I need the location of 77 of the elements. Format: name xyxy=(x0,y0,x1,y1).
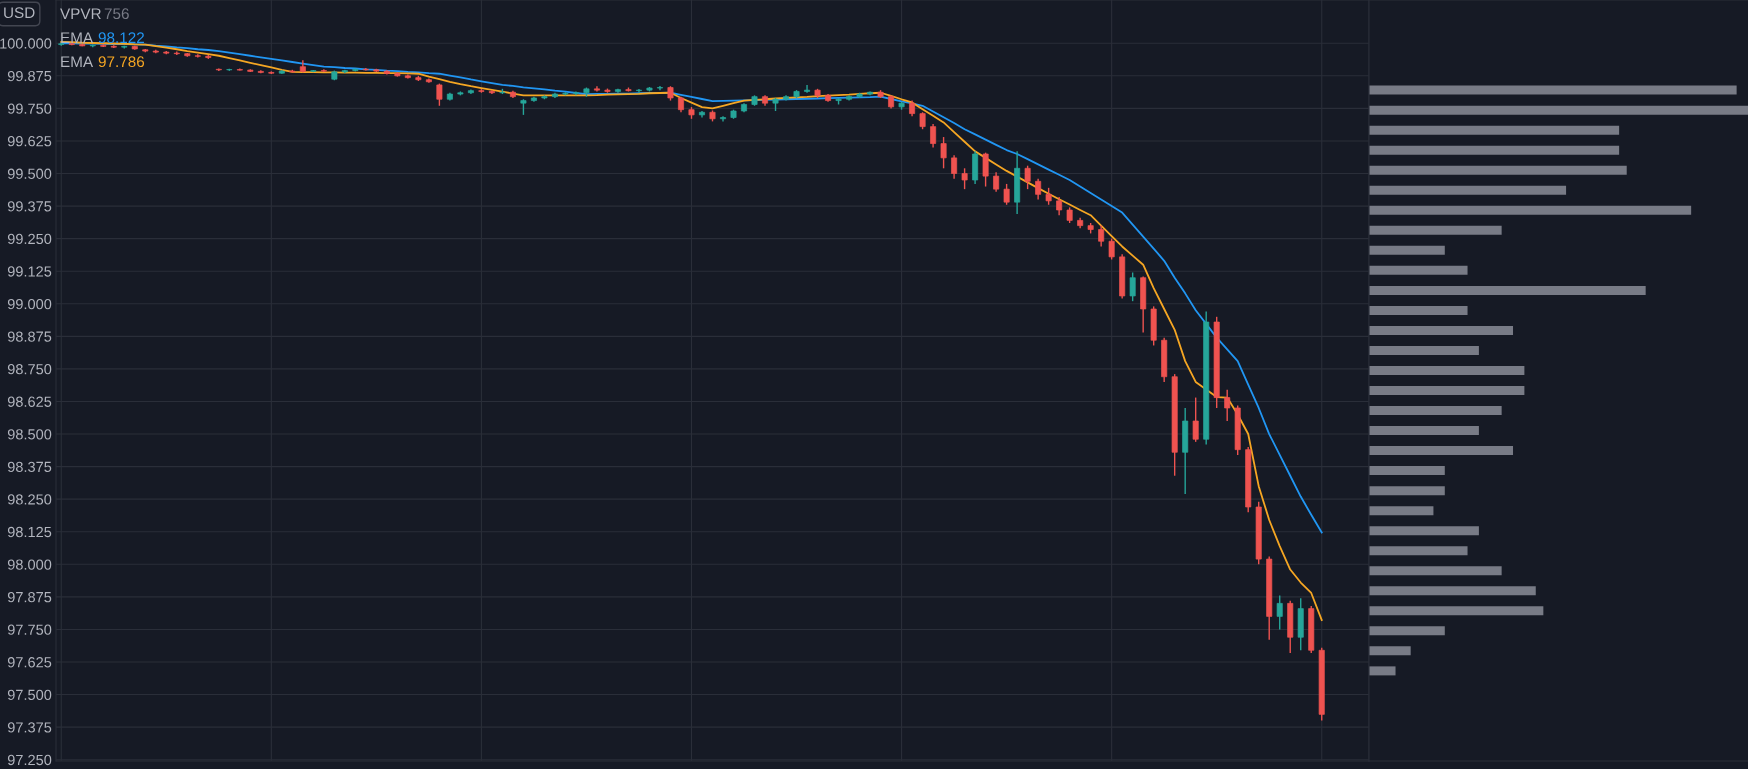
candlestick xyxy=(1276,594,1283,631)
candlestick xyxy=(930,123,937,149)
bar xyxy=(1369,105,1748,115)
text: USD xyxy=(4,7,35,19)
y-tick-label: 99.375 xyxy=(7,201,52,212)
y-tick-label: 98.750 xyxy=(7,364,52,375)
bar xyxy=(1369,566,1502,576)
bar xyxy=(1369,125,1620,135)
bar xyxy=(1369,546,1468,556)
candlestick xyxy=(1098,224,1105,248)
candlestick xyxy=(1035,178,1042,201)
y-tick-label: 99.000 xyxy=(7,298,52,310)
line-series xyxy=(60,41,1323,621)
y-tick-label: 98.000 xyxy=(7,559,52,570)
candlestick xyxy=(1024,165,1031,190)
series-label: EMA xyxy=(61,56,94,67)
candlestick xyxy=(1003,183,1010,206)
annotation: 97.786 xyxy=(98,56,145,68)
bar xyxy=(1369,466,1445,476)
bar xyxy=(1369,586,1536,596)
bar xyxy=(1369,185,1567,195)
bar xyxy=(1369,305,1468,315)
y-tick-label: 97.750 xyxy=(7,624,52,635)
candlestick xyxy=(940,136,947,169)
bar xyxy=(1369,345,1479,355)
y-tick-label: 97.625 xyxy=(7,657,52,668)
y-tick-label: 100.000 xyxy=(0,38,52,49)
candlestick xyxy=(993,171,1000,193)
bar xyxy=(1369,606,1544,616)
candlestick xyxy=(1129,271,1136,302)
y-tick-label: 98.875 xyxy=(7,331,52,342)
bar xyxy=(1369,285,1646,295)
y-tick-label: 97.375 xyxy=(7,722,52,733)
annotation: 98.122 xyxy=(98,32,144,44)
bar xyxy=(1369,225,1502,235)
candlestick xyxy=(1108,237,1115,261)
y-tick-label: 97.250 xyxy=(7,754,52,766)
bar xyxy=(1369,265,1468,275)
y-tick-label: 99.625 xyxy=(7,136,52,147)
y-tick-label: 98.500 xyxy=(7,429,52,440)
bar xyxy=(1369,406,1502,416)
y-tick-label: 99.500 xyxy=(7,168,52,179)
bar xyxy=(1369,646,1411,656)
bar xyxy=(1369,386,1525,396)
bar xyxy=(1369,446,1514,456)
annotation: VPVR 756 xyxy=(60,8,129,20)
bar xyxy=(1369,165,1627,175)
series-label: EMA xyxy=(61,32,94,43)
candlestick xyxy=(961,167,968,190)
bar xyxy=(1369,325,1514,335)
candlestick xyxy=(1056,196,1063,216)
bar xyxy=(1369,666,1396,676)
y-tick-label: 99.125 xyxy=(7,266,52,277)
bar xyxy=(1369,365,1525,375)
y-tick-label: 98.375 xyxy=(7,461,52,473)
y-tick-label: 99.750 xyxy=(7,103,52,114)
bar xyxy=(1369,426,1479,436)
bar xyxy=(1369,526,1479,536)
candlestick xyxy=(951,154,958,180)
y-tick-label: 98.250 xyxy=(7,494,52,505)
y-tick-label: 98.625 xyxy=(7,396,52,407)
candlestick xyxy=(982,151,989,188)
candlestick xyxy=(1192,396,1199,443)
y-tick-label: 99.250 xyxy=(7,233,52,245)
bar xyxy=(1369,205,1692,215)
bar xyxy=(1369,486,1445,496)
y-tick-label: 97.500 xyxy=(7,689,52,700)
candlestick xyxy=(1224,389,1231,422)
y-tick-label: 98.125 xyxy=(7,526,52,538)
candlestick xyxy=(804,84,811,94)
y-tick-label: 99.875 xyxy=(7,70,52,82)
bar xyxy=(1369,85,1737,95)
bar xyxy=(1369,626,1445,636)
bar xyxy=(1369,245,1445,255)
y-tick-label: 97.875 xyxy=(7,591,52,603)
bar xyxy=(1369,145,1620,155)
bar xyxy=(1369,506,1434,516)
